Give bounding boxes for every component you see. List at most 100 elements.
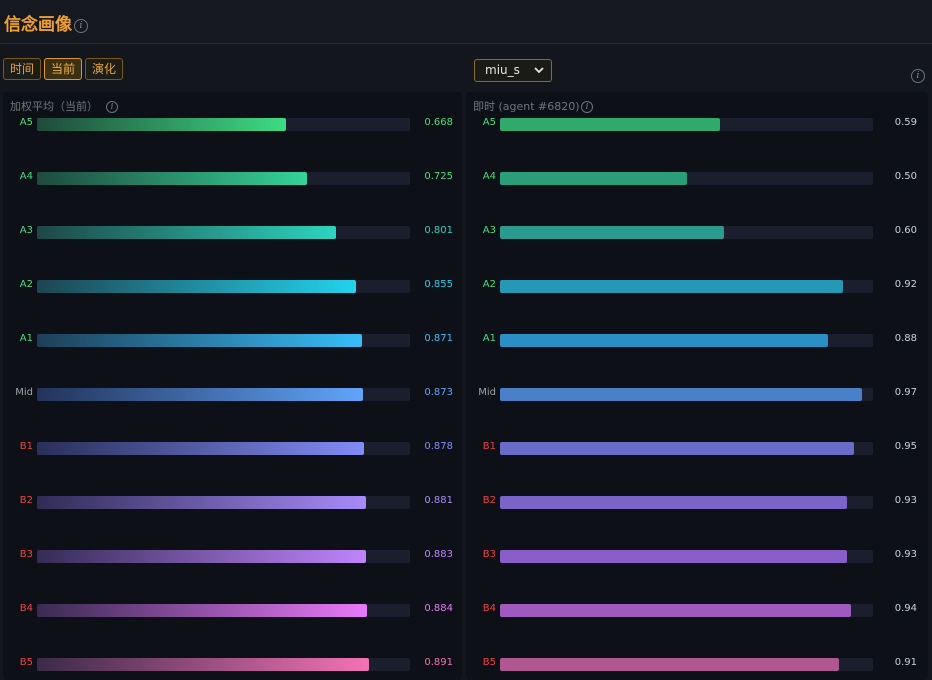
belief-row: B2 0.881 [3,492,462,512]
bar-fill [37,550,367,563]
row-label: A3 [482,225,496,236]
row-label: A2 [482,279,496,290]
bar-fill [500,280,844,293]
row-value: 0.93 [894,495,917,506]
bar-fill [37,172,308,185]
belief-row: A5 0.668 [3,114,462,134]
belief-row: B5 0.891 [3,654,462,674]
row-value: 0.871 [424,333,453,344]
bar-track [37,118,410,131]
belief-row: B3 0.883 [3,546,462,566]
bar-track [500,172,873,185]
instant-panel: 即时 (agent #6820) i A5 0.59 A4 0.50 A3 0.60 A2 0… [466,92,928,680]
row-value: 0.88 [894,333,917,344]
row-label: Mid [15,387,33,398]
row-label: A5 [482,117,496,128]
row-value: 0.60 [894,225,917,236]
tab-evolution[interactable]: 演化 [85,58,124,80]
view-tabs: 时间 当前 演化 [3,58,124,80]
info-icon[interactable]: i [911,69,925,83]
belief-row: A1 0.88 [466,330,928,350]
belief-row: B3 0.93 [466,546,928,566]
bar-fill [37,334,362,347]
bar-track [500,604,873,617]
row-label: B1 [19,441,33,452]
belief-row: B4 0.94 [466,600,928,620]
bar-fill [500,118,721,131]
row-value: 0.97 [894,387,917,398]
row-value: 0.881 [424,495,453,506]
row-label: B5 [19,657,33,668]
row-label: A1 [19,333,33,344]
belief-row: A1 0.871 [3,330,462,350]
row-value: 0.884 [424,603,453,614]
bar-fill [500,334,829,347]
row-label: A4 [482,171,496,182]
bar-track [37,226,410,239]
bar-track [500,280,873,293]
row-value: 0.94 [894,603,917,614]
belief-row: A4 0.725 [3,168,462,188]
bar-fill [500,550,847,563]
bar-track [37,604,410,617]
row-value: 0.855 [424,279,453,290]
row-label: A3 [19,225,33,236]
row-label: A4 [19,171,33,182]
bar-track [500,226,873,239]
bar-fill [37,118,287,131]
belief-row: A4 0.50 [466,168,928,188]
bar-track [37,550,410,563]
bar-fill [37,226,336,239]
panel-title: 即时 (agent #6820) [473,100,580,113]
chevron-down-icon [534,67,544,74]
bar-fill [37,280,356,293]
belief-row: B1 0.878 [3,438,462,458]
row-value: 0.891 [424,657,453,668]
row-label: B4 [482,603,496,614]
belief-row: A3 0.60 [466,222,928,242]
bar-track [37,280,410,293]
row-value: 0.91 [894,657,917,668]
bar-track [37,334,410,347]
bar-fill [37,658,370,671]
belief-row: Mid 0.97 [466,384,928,404]
row-value: 0.725 [424,171,453,182]
belief-row: A2 0.855 [3,276,462,296]
bar-track [500,550,873,563]
info-icon[interactable]: i [581,101,593,113]
bar-fill [500,442,855,455]
row-label: Mid [478,387,496,398]
page-header: 信念画像 i [0,0,932,44]
belief-row: B1 0.95 [466,438,928,458]
belief-row: A3 0.801 [3,222,462,242]
bar-fill [37,496,366,509]
bar-track [500,334,873,347]
bar-track [500,388,873,401]
bar-track [500,658,873,671]
row-label: B4 [19,603,33,614]
info-icon[interactable]: i [106,101,118,113]
page-title: 信念画像 [4,15,72,35]
belief-row: Mid 0.873 [3,384,462,404]
agent-select[interactable]: miu_s [474,59,552,82]
belief-row: A2 0.92 [466,276,928,296]
weighted-average-panel: 加权平均（当前） i A5 0.668 A4 0.725 A3 0.801 A2 0.855 A… [3,92,462,680]
row-label: B2 [19,495,33,506]
bar-track [37,172,410,185]
row-value: 0.95 [894,441,917,452]
info-icon[interactable]: i [74,19,88,33]
bar-track [37,442,410,455]
bar-fill [500,172,687,185]
bar-fill [500,658,840,671]
belief-row: B4 0.884 [3,600,462,620]
row-label: A2 [19,279,33,290]
belief-row: B2 0.93 [466,492,928,512]
row-value: 0.50 [894,171,917,182]
tab-current[interactable]: 当前 [44,58,83,80]
row-label: B3 [482,549,496,560]
row-value: 0.883 [424,549,453,560]
tab-time[interactable]: 时间 [3,58,42,80]
bar-fill [37,442,365,455]
agent-select-value: miu_s [485,63,520,77]
bar-track [500,496,873,509]
